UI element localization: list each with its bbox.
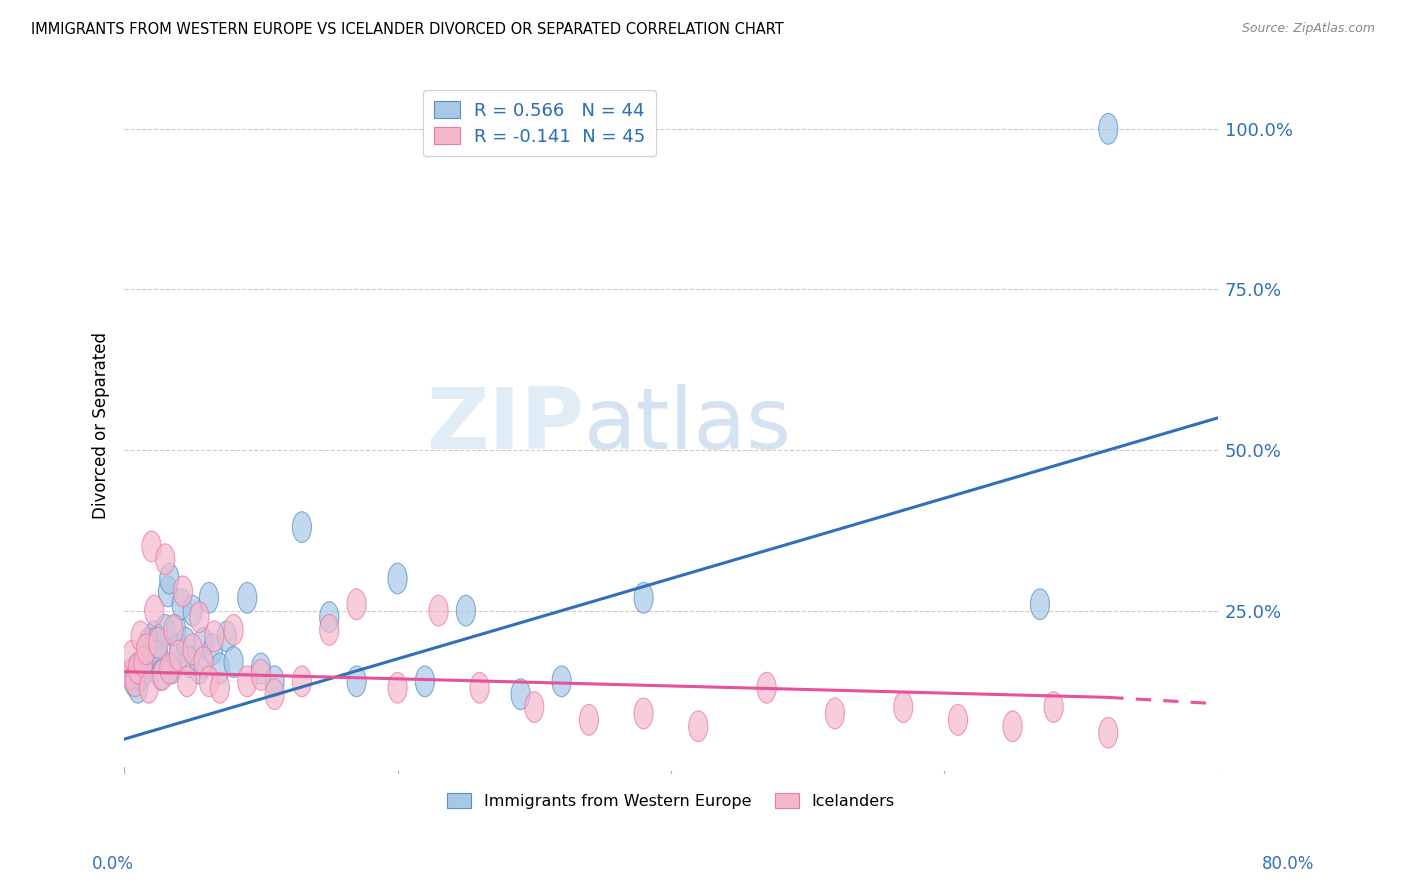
Ellipse shape <box>1098 717 1118 748</box>
Ellipse shape <box>163 653 181 684</box>
Ellipse shape <box>894 691 912 723</box>
Ellipse shape <box>264 666 284 697</box>
Ellipse shape <box>160 563 179 594</box>
Ellipse shape <box>457 595 475 626</box>
Ellipse shape <box>139 627 159 658</box>
Ellipse shape <box>180 647 200 677</box>
Ellipse shape <box>173 576 193 607</box>
Ellipse shape <box>165 615 183 645</box>
Ellipse shape <box>689 711 707 742</box>
Ellipse shape <box>756 673 776 703</box>
Ellipse shape <box>146 627 166 658</box>
Ellipse shape <box>204 634 222 665</box>
Ellipse shape <box>211 673 229 703</box>
Ellipse shape <box>135 647 155 677</box>
Ellipse shape <box>200 666 218 697</box>
Ellipse shape <box>142 531 162 562</box>
Ellipse shape <box>825 698 845 729</box>
Ellipse shape <box>136 653 156 684</box>
Ellipse shape <box>169 634 188 665</box>
Ellipse shape <box>1098 113 1118 145</box>
Ellipse shape <box>949 705 967 735</box>
Ellipse shape <box>131 621 150 652</box>
Ellipse shape <box>128 673 148 703</box>
Legend: Immigrants from Western Europe, Icelanders: Immigrants from Western Europe, Icelande… <box>440 787 901 815</box>
Ellipse shape <box>166 615 186 645</box>
Ellipse shape <box>1002 711 1022 742</box>
Ellipse shape <box>125 666 145 697</box>
Ellipse shape <box>319 602 339 632</box>
Ellipse shape <box>1031 589 1049 620</box>
Ellipse shape <box>122 640 142 671</box>
Text: 0.0%: 0.0% <box>91 855 134 872</box>
Ellipse shape <box>347 666 366 697</box>
Ellipse shape <box>579 705 599 735</box>
Ellipse shape <box>160 653 179 684</box>
Ellipse shape <box>177 666 197 697</box>
Ellipse shape <box>176 627 195 658</box>
Text: Source: ZipAtlas.com: Source: ZipAtlas.com <box>1241 22 1375 36</box>
Ellipse shape <box>183 595 202 626</box>
Ellipse shape <box>120 659 139 690</box>
Ellipse shape <box>134 647 153 677</box>
Ellipse shape <box>319 615 339 645</box>
Ellipse shape <box>292 512 312 542</box>
Ellipse shape <box>131 659 150 690</box>
Ellipse shape <box>217 621 236 652</box>
Ellipse shape <box>169 640 188 671</box>
Text: atlas: atlas <box>583 384 792 467</box>
Ellipse shape <box>292 666 312 697</box>
Ellipse shape <box>429 595 449 626</box>
Ellipse shape <box>124 666 143 697</box>
Ellipse shape <box>415 666 434 697</box>
Ellipse shape <box>149 627 167 658</box>
Ellipse shape <box>194 627 214 658</box>
Ellipse shape <box>136 634 156 665</box>
Ellipse shape <box>634 698 654 729</box>
Ellipse shape <box>347 589 366 620</box>
Ellipse shape <box>172 589 191 620</box>
Ellipse shape <box>194 647 214 677</box>
Ellipse shape <box>190 653 209 684</box>
Ellipse shape <box>238 666 257 697</box>
Ellipse shape <box>145 621 165 652</box>
Ellipse shape <box>238 582 257 613</box>
Ellipse shape <box>159 576 177 607</box>
Text: IMMIGRANTS FROM WESTERN EUROPE VS ICELANDER DIVORCED OR SEPARATED CORRELATION CH: IMMIGRANTS FROM WESTERN EUROPE VS ICELAN… <box>31 22 783 37</box>
Y-axis label: Divorced or Separated: Divorced or Separated <box>93 333 110 519</box>
Ellipse shape <box>211 653 229 684</box>
Ellipse shape <box>142 634 162 665</box>
Ellipse shape <box>224 615 243 645</box>
Ellipse shape <box>128 653 148 684</box>
Ellipse shape <box>388 673 408 703</box>
Ellipse shape <box>156 544 174 574</box>
Ellipse shape <box>156 615 174 645</box>
Ellipse shape <box>152 659 170 690</box>
Ellipse shape <box>634 582 654 613</box>
Ellipse shape <box>252 659 270 690</box>
Ellipse shape <box>553 666 571 697</box>
Ellipse shape <box>183 634 202 665</box>
Ellipse shape <box>190 602 209 632</box>
Ellipse shape <box>510 679 530 709</box>
Ellipse shape <box>205 621 224 652</box>
Ellipse shape <box>524 691 544 723</box>
Ellipse shape <box>252 653 270 684</box>
Ellipse shape <box>388 563 408 594</box>
Text: 80.0%: 80.0% <box>1263 855 1315 872</box>
Ellipse shape <box>149 640 167 671</box>
Ellipse shape <box>139 673 159 703</box>
Ellipse shape <box>470 673 489 703</box>
Ellipse shape <box>153 659 172 690</box>
Ellipse shape <box>264 679 284 709</box>
Ellipse shape <box>145 595 165 626</box>
Ellipse shape <box>127 653 146 684</box>
Ellipse shape <box>1045 691 1063 723</box>
Text: ZIP: ZIP <box>426 384 583 467</box>
Ellipse shape <box>224 647 243 677</box>
Ellipse shape <box>200 582 218 613</box>
Ellipse shape <box>121 659 141 690</box>
